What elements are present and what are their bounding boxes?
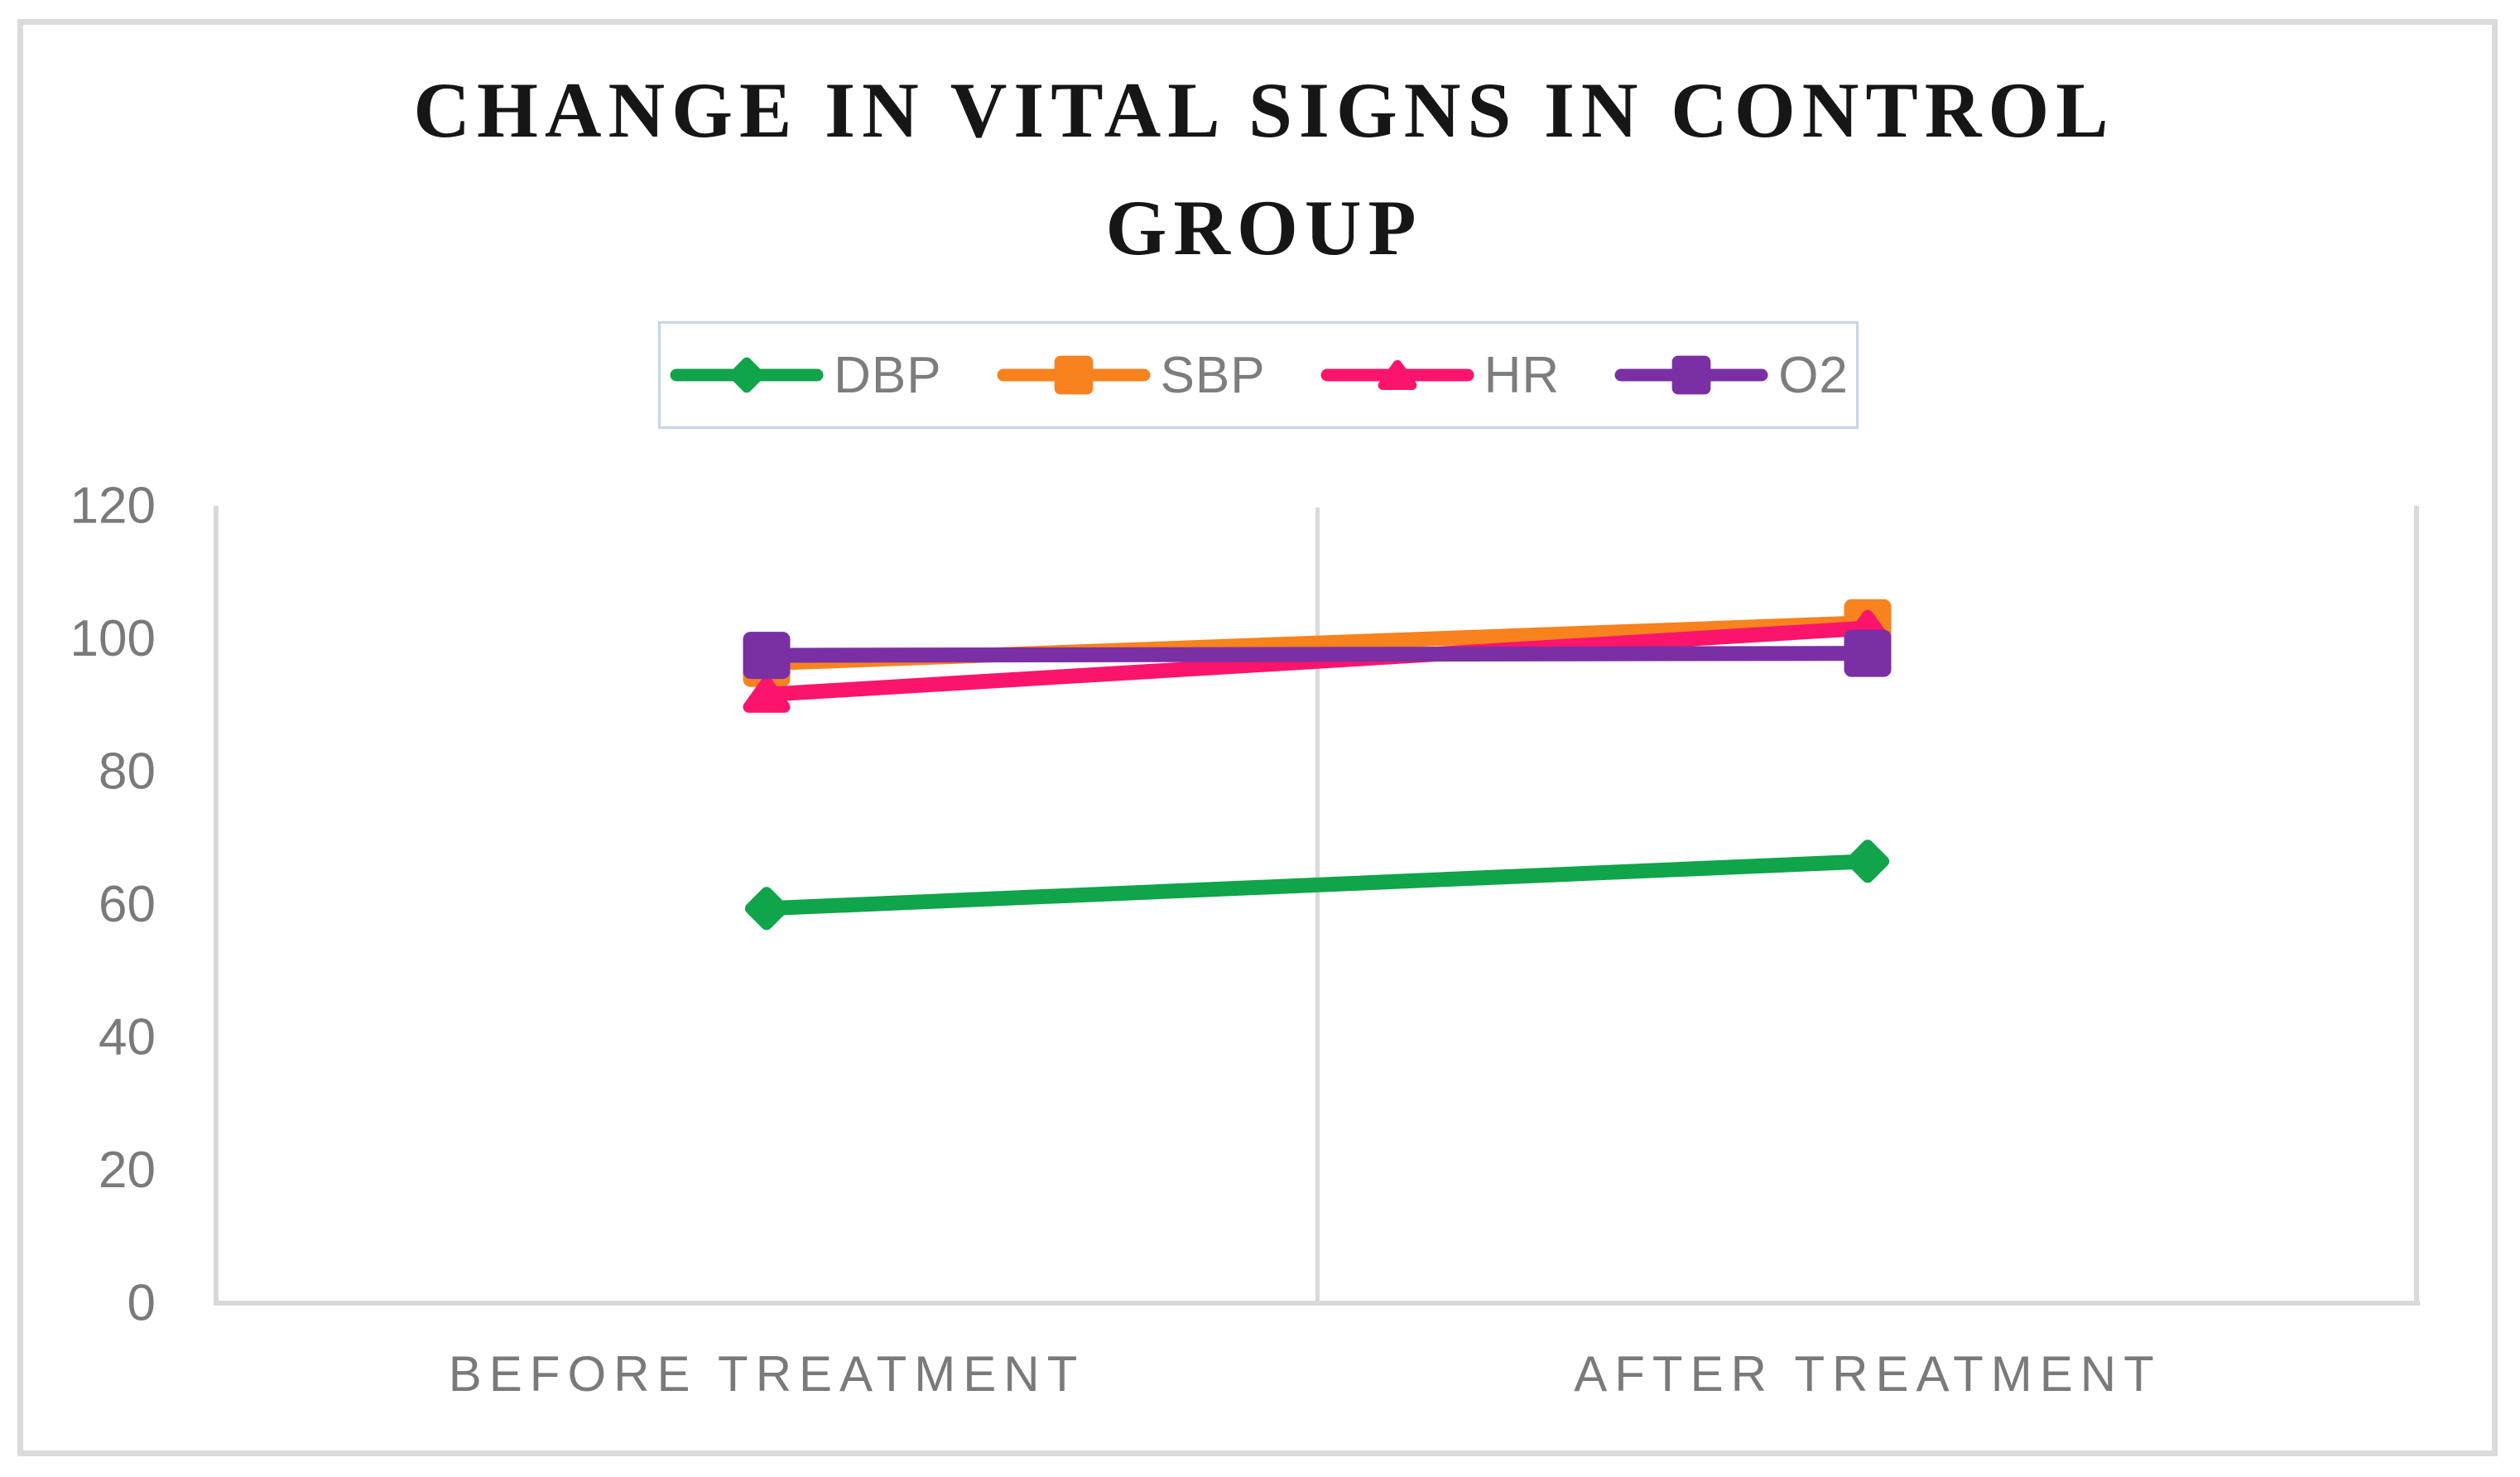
- legend-item-dbp: DBP: [668, 346, 941, 405]
- triangle-marker-icon: [1320, 359, 1474, 391]
- series-line-dbp: [766, 854, 1868, 917]
- series-marker-o2-0: [743, 632, 791, 680]
- square-marker-icon: [1614, 355, 1768, 395]
- y-tick-label-40: 40: [99, 1009, 156, 1066]
- chart-title: CHANGE IN VITAL SIGNS IN CONTROL GROUP: [413, 66, 2115, 272]
- legend-item-sbp: SBP: [995, 346, 1266, 405]
- series-marker-dbp-1: [1845, 840, 1890, 883]
- legend-label-hr: HR: [1484, 346, 1561, 404]
- y-tick-label-20: 20: [99, 1142, 156, 1199]
- legend-item-hr: HR: [1319, 346, 1561, 405]
- x-category-label-1: AFTER TREATMENT: [1574, 1346, 2161, 1402]
- x-axis-line: [214, 1301, 2420, 1306]
- y-tick-label-120: 120: [70, 478, 156, 535]
- square-marker-icon: [997, 355, 1151, 395]
- legend-marker-sbp: [1054, 355, 1093, 395]
- x-category-label-0: BEFORE TREATMENT: [449, 1346, 1085, 1402]
- figure-border: [17, 19, 2498, 1456]
- legend-label-dbp: DBP: [834, 346, 942, 404]
- y-axis-line: [214, 506, 219, 1303]
- plot-right-border-line: [2414, 506, 2419, 1303]
- y-tick-label-60: 60: [99, 876, 156, 933]
- category-separator-gridline: [1315, 508, 1320, 1303]
- legend-item-o2: O2: [1613, 346, 1849, 405]
- legend-marker-hr: [1378, 359, 1416, 391]
- legend-label-o2: O2: [1778, 346, 1849, 404]
- diamond-marker-icon: [670, 357, 824, 393]
- legend-marker-o2: [1671, 355, 1711, 395]
- legend-marker-dbp: [729, 357, 765, 393]
- y-tick-label-80: 80: [99, 743, 156, 801]
- y-tick-label-100: 100: [70, 610, 156, 667]
- series-marker-o2-1: [1844, 629, 1892, 677]
- series-marker-hr-0: [743, 676, 791, 713]
- y-tick-label-0: 0: [127, 1275, 156, 1332]
- legend-label-sbp: SBP: [1160, 346, 1266, 404]
- chart-legend: DBP SBP HR O2: [658, 321, 1859, 429]
- series-line-o2: [766, 646, 1868, 663]
- series-marker-dbp-0: [744, 887, 789, 931]
